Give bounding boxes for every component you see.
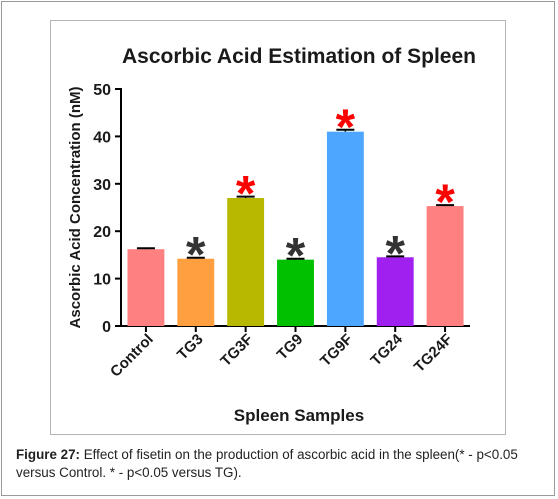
significance-asterisk: * [236,166,256,222]
x-tick-label: TG9 [274,331,307,364]
x-axis-label: Spleen Samples [234,406,364,425]
bar-control [127,249,165,326]
caption-text: Effect of fisetin on the production of a… [16,447,518,480]
x-tick-label: TG24F [411,331,456,376]
significance-asterisk: * [286,228,306,284]
x-tick-label: Control [107,331,157,381]
bar-chart: Ascorbic Acid Estimation of Spleen Ascorb… [67,45,476,425]
x-tick-label: TG24 [367,330,406,369]
bar-tg24f [426,206,464,326]
figure-caption: Figure 27: Effect of fisetin on the prod… [16,446,546,482]
y-tick-label: 0 [102,319,111,336]
significance-asterisk: * [435,174,455,230]
y-tick-label: 30 [93,177,111,194]
bar-tg9f [326,131,364,326]
bar-tg3 [177,258,215,326]
x-tick-label: TG3F [217,331,256,370]
y-tick-label: 50 [93,82,111,99]
y-tick-label: 40 [93,129,111,146]
chart-title: Ascorbic Acid Estimation of Spleen [122,45,476,68]
x-tick-label: TG3 [174,331,207,364]
bar-tg3f [227,198,265,326]
significance-asterisk: * [186,227,206,283]
significance-asterisk: * [385,225,405,281]
bar-tg9 [277,259,314,326]
y-tick-label: 20 [93,224,111,241]
y-axis-label: Ascorbic Acid Concentration (nM) [67,87,84,329]
y-tick-label: 10 [93,272,111,289]
caption-label: Figure 27: [16,447,80,462]
bar-tg24 [376,257,414,326]
significance-asterisk: * [336,99,356,155]
x-tick-label: TG9F [317,331,356,370]
